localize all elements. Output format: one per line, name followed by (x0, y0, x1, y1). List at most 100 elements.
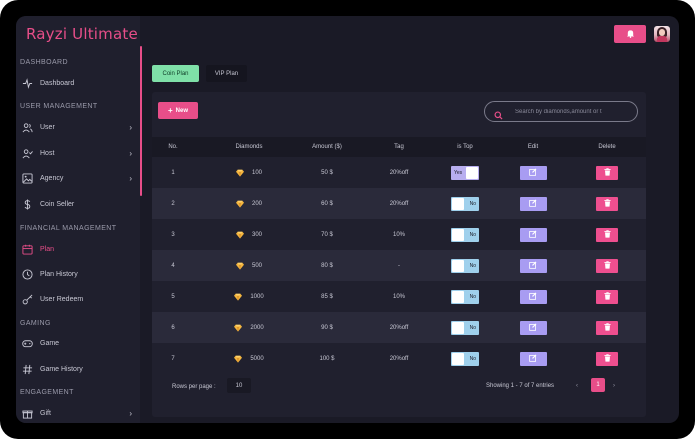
is-top-toggle[interactable]: No (451, 258, 479, 273)
current-page-button[interactable]: 1 (591, 378, 605, 392)
sidebar-item-host[interactable]: Host › (20, 144, 138, 162)
sidebar-item-coin-seller[interactable]: Coin Seller (20, 195, 138, 213)
header-tag[interactable]: Tag (394, 144, 404, 150)
showing-entries-text: Showing 1 - 7 of 7 entries (486, 383, 555, 389)
toggle-knob (452, 259, 464, 272)
row-tag: 20%off (389, 324, 409, 331)
row-no: 7 (171, 355, 175, 362)
section-dashboard: DASHBOARD (20, 59, 68, 66)
app-screen: Rayzi Ultimate DASHBOARD Dashboard USER … (16, 16, 679, 423)
sidebar-item-game-history[interactable]: Game History (20, 360, 138, 378)
toggle-label: No (469, 262, 476, 269)
activity-icon (20, 76, 34, 90)
sidebar-item-label: Host (40, 149, 55, 157)
delete-button[interactable] (596, 227, 618, 242)
edit-button[interactable] (519, 258, 547, 273)
delete-button[interactable] (596, 258, 618, 273)
trash-icon (603, 291, 611, 302)
sidebar-item-dashboard[interactable]: Dashboard (20, 74, 138, 92)
edit-button[interactable] (519, 196, 547, 211)
row-is-top: No (430, 343, 500, 374)
diamond-icon (234, 355, 243, 363)
header-no[interactable]: No. (168, 144, 178, 150)
sidebar-scroll-indicator[interactable] (140, 46, 142, 196)
chevron-right-icon: › (129, 148, 132, 158)
row-is-top: No (430, 281, 500, 312)
is-top-toggle[interactable]: No (451, 196, 479, 211)
toggle-knob (452, 197, 464, 210)
is-top-toggle[interactable]: No (451, 227, 479, 242)
search-input[interactable] (515, 108, 635, 115)
edit-button[interactable] (519, 320, 547, 335)
edit-button[interactable] (519, 227, 547, 242)
sidebar-item-label: Game History (40, 365, 83, 373)
delete-button[interactable] (596, 351, 618, 366)
diamond-icon (235, 262, 244, 270)
row-diamonds: 100 (214, 157, 284, 188)
row-edit (498, 343, 568, 374)
header-is-top[interactable]: is Top (457, 144, 473, 150)
tab-coin-plan[interactable]: Coin Plan (152, 65, 199, 82)
notification-button[interactable] (614, 25, 646, 43)
delete-button[interactable] (596, 289, 618, 304)
row-tag: 20%off (389, 200, 409, 207)
users-icon (20, 120, 34, 134)
app-title: Rayzi Ultimate (26, 25, 138, 43)
row-edit (498, 157, 568, 188)
tab-vip-plan[interactable]: VIP Plan (206, 65, 247, 82)
row-delete (572, 250, 642, 281)
sidebar-item-label: Dashboard (40, 79, 75, 87)
edit-icon (529, 261, 537, 271)
sidebar-item-user[interactable]: User › (20, 118, 138, 136)
plus-icon: + (167, 106, 173, 115)
sidebar-item-label: Game (40, 339, 60, 347)
sidebar-item-agency[interactable]: Agency › (20, 169, 138, 187)
row-diamonds: 5000 (214, 343, 284, 374)
sidebar-item-plan[interactable]: Plan (20, 240, 138, 258)
delete-button[interactable] (596, 196, 618, 211)
sidebar-item-plan-history[interactable]: Plan History (20, 265, 138, 283)
sidebar-item-gift[interactable]: Gift › (20, 404, 138, 422)
clock-icon (20, 267, 34, 281)
header-amount[interactable]: Amount ($) (312, 144, 342, 150)
toggle-knob (452, 290, 464, 303)
table-row: 5 1000 85 $ 10% No (152, 281, 646, 312)
is-top-toggle[interactable]: No (451, 320, 479, 335)
toggle-knob (466, 166, 478, 179)
trash-icon (603, 229, 611, 240)
trash-icon (603, 198, 611, 209)
section-user-management: USER MANAGEMENT (20, 103, 98, 110)
sidebar-item-user-redeem[interactable]: User Redeem (20, 290, 138, 308)
sidebar-item-label: Plan History (40, 270, 78, 278)
header-diamonds[interactable]: Diamonds (235, 144, 263, 150)
is-top-toggle[interactable]: Yes (451, 165, 479, 180)
diamonds-value: 2000 (250, 324, 264, 331)
avatar[interactable] (654, 26, 670, 42)
diamonds-value: 500 (251, 262, 262, 269)
new-plan-button[interactable]: + New (158, 102, 198, 119)
delete-button[interactable] (596, 320, 618, 335)
toggle-knob (452, 321, 464, 334)
row-no: 4 (171, 262, 175, 269)
diamonds-value: 200 (251, 200, 262, 207)
diamond-icon (235, 231, 244, 239)
sidebar-item-game[interactable]: Game (20, 334, 138, 352)
diamonds-value: 1000 (250, 293, 264, 300)
edit-button[interactable] (519, 289, 547, 304)
search-box[interactable] (484, 101, 638, 122)
sidebar-item-label: User (40, 123, 55, 131)
next-page-button[interactable]: › (613, 383, 615, 389)
edit-button[interactable] (519, 165, 547, 180)
prev-page-button[interactable]: ‹ (576, 383, 578, 389)
row-delete (572, 281, 642, 312)
table-row: 1 100 50 $ 20%off Yes (152, 157, 646, 188)
is-top-toggle[interactable]: No (451, 289, 479, 304)
calendar-icon (20, 242, 34, 256)
delete-button[interactable] (596, 165, 618, 180)
edit-button[interactable] (519, 351, 547, 366)
is-top-toggle[interactable]: No (451, 351, 479, 366)
rows-per-page-select[interactable]: 10 (227, 378, 251, 393)
row-diamonds: 2000 (214, 312, 284, 343)
diamond-icon (234, 293, 243, 301)
section-financial-management: FINANCIAL MANAGEMENT (20, 225, 117, 232)
